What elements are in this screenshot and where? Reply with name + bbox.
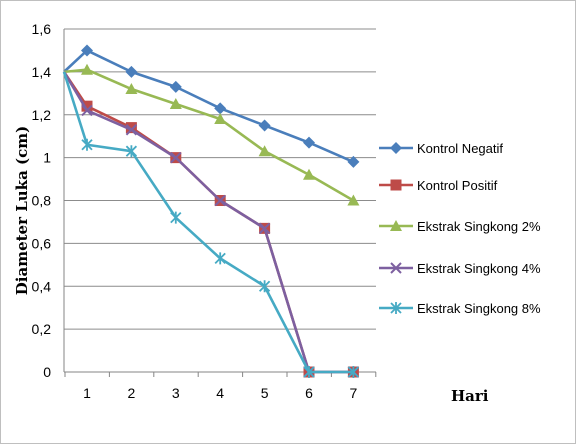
- legend: Kontrol Negatif Kontrol Positif Ekstrak Si…: [379, 141, 541, 316]
- data-point: [258, 222, 271, 235]
- y-tick-label: 1,2: [32, 107, 52, 123]
- data-point: [125, 124, 138, 136]
- data-point: [169, 98, 182, 110]
- data-point: [81, 104, 93, 117]
- data-point: [390, 220, 402, 231]
- data-point: [303, 136, 315, 149]
- series-line: [62, 71, 354, 374]
- series-line: [63, 49, 354, 164]
- data-point: [169, 80, 182, 93]
- data-point: [81, 100, 93, 112]
- data-point: [214, 113, 227, 125]
- series-1: [63, 44, 360, 168]
- data-point: [170, 211, 182, 224]
- x-tick-label: 5: [261, 385, 269, 401]
- data-point: [81, 44, 93, 57]
- legend-label: Ekstrak Singkong 2%: [417, 219, 541, 234]
- y-tick-label: 0: [43, 364, 51, 380]
- x-tick-label: 2: [128, 385, 136, 401]
- legend-label: Ekstrak Singkong 8%: [417, 301, 541, 316]
- data-point: [81, 63, 93, 75]
- data-point: [125, 65, 138, 78]
- legend-item: Ekstrak Singkong 8%: [379, 301, 541, 316]
- series-line: [62, 71, 354, 374]
- data-point: [125, 145, 138, 158]
- y-axis-ticks: 0 0,2 0,4 0,6 0,8 1 1,2 1,4 1,6: [32, 21, 52, 380]
- data-point: [170, 151, 182, 164]
- y-tick-label: 1,4: [32, 64, 52, 80]
- legend-item: Ekstrak Singkong 4%: [379, 261, 541, 276]
- data-point: [303, 366, 315, 378]
- data-point: [303, 168, 315, 180]
- x-tick-label: 6: [305, 385, 313, 401]
- data-point: [347, 194, 360, 206]
- data-point: [81, 138, 93, 151]
- legend-label: Kontrol Negatif: [417, 141, 503, 156]
- data-point: [258, 145, 271, 157]
- data-point: [125, 122, 137, 134]
- data-point: [390, 262, 402, 274]
- y-tick-label: 0,8: [32, 193, 52, 209]
- legend-label: Kontrol Positif: [417, 178, 498, 193]
- data-point: [390, 179, 402, 191]
- data-point: [347, 155, 360, 168]
- y-tick-label: 0,6: [32, 235, 52, 251]
- y-tick-label: 0,2: [32, 321, 52, 337]
- legend-item: Kontrol Positif: [379, 178, 498, 193]
- y-tick-label: 1: [43, 150, 51, 166]
- y-tick-label: 0,4: [32, 278, 52, 294]
- data-point: [390, 302, 402, 314]
- series-line: [62, 71, 354, 374]
- legend-item: Kontrol Negatif: [379, 141, 503, 156]
- x-tick-label: 7: [350, 385, 358, 401]
- data-point: [390, 142, 402, 154]
- series-2: [62, 71, 359, 378]
- x-tick-label: 4: [216, 385, 224, 401]
- legend-label: Ekstrak Singkong 4%: [417, 261, 541, 276]
- data-point: [214, 194, 226, 207]
- series-lines: [62, 44, 360, 378]
- series-line: [63, 68, 355, 202]
- y-tick-label: 1,6: [32, 21, 52, 37]
- x-axis-ticks: 1 2 3 4 5 6 7: [64, 372, 377, 401]
- data-point: [258, 280, 271, 293]
- data-point: [347, 366, 360, 378]
- data-point: [125, 83, 138, 95]
- x-tick-label: 3: [172, 385, 180, 401]
- x-axis-title: Hari: [451, 387, 489, 405]
- data-point: [214, 102, 227, 115]
- series-5: [62, 71, 360, 378]
- x-tick-label: 1: [83, 385, 91, 401]
- y-axis-title: Diameter Luka (cm): [13, 126, 31, 295]
- legend-item: Ekstrak Singkong 2%: [379, 219, 541, 234]
- data-point: [258, 119, 271, 132]
- data-point: [214, 252, 226, 265]
- series-3: [63, 63, 360, 206]
